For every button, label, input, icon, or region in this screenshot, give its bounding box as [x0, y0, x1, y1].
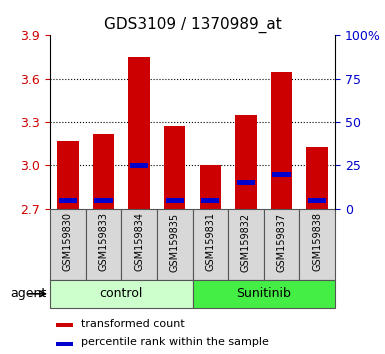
Bar: [157, 209, 192, 280]
Text: GSM159833: GSM159833: [99, 212, 109, 272]
Text: GSM159830: GSM159830: [63, 212, 73, 272]
Bar: [228, 209, 264, 280]
Bar: [235, 115, 257, 209]
Title: GDS3109 / 1370989_at: GDS3109 / 1370989_at: [104, 16, 281, 33]
Bar: [264, 209, 300, 280]
Bar: [57, 141, 79, 209]
Bar: [192, 209, 228, 280]
Bar: [306, 147, 328, 209]
Text: GSM159832: GSM159832: [241, 212, 251, 272]
Bar: [121, 209, 157, 280]
Bar: [201, 198, 219, 203]
Bar: [85, 209, 121, 280]
Text: control: control: [100, 287, 143, 300]
Bar: [94, 198, 112, 203]
Text: agent: agent: [10, 287, 46, 300]
Bar: [273, 172, 291, 177]
Bar: [50, 280, 192, 308]
Text: GSM159835: GSM159835: [170, 212, 180, 272]
Text: GSM159831: GSM159831: [205, 212, 215, 272]
Bar: [166, 198, 184, 203]
Bar: [130, 163, 148, 168]
Bar: [164, 126, 186, 209]
Text: percentile rank within the sample: percentile rank within the sample: [81, 337, 269, 348]
Bar: [59, 198, 77, 203]
Bar: [56, 342, 73, 346]
Bar: [300, 209, 335, 280]
Bar: [56, 323, 73, 327]
Bar: [192, 280, 335, 308]
Bar: [308, 198, 326, 203]
Bar: [237, 180, 255, 185]
Text: GSM159834: GSM159834: [134, 212, 144, 272]
Bar: [93, 134, 114, 209]
Text: GSM159837: GSM159837: [276, 212, 286, 272]
Bar: [271, 72, 292, 209]
Bar: [199, 165, 221, 209]
Bar: [128, 57, 150, 209]
Text: Sunitinib: Sunitinib: [236, 287, 291, 300]
Text: transformed count: transformed count: [81, 319, 185, 329]
Bar: [50, 209, 85, 280]
Text: GSM159838: GSM159838: [312, 212, 322, 272]
